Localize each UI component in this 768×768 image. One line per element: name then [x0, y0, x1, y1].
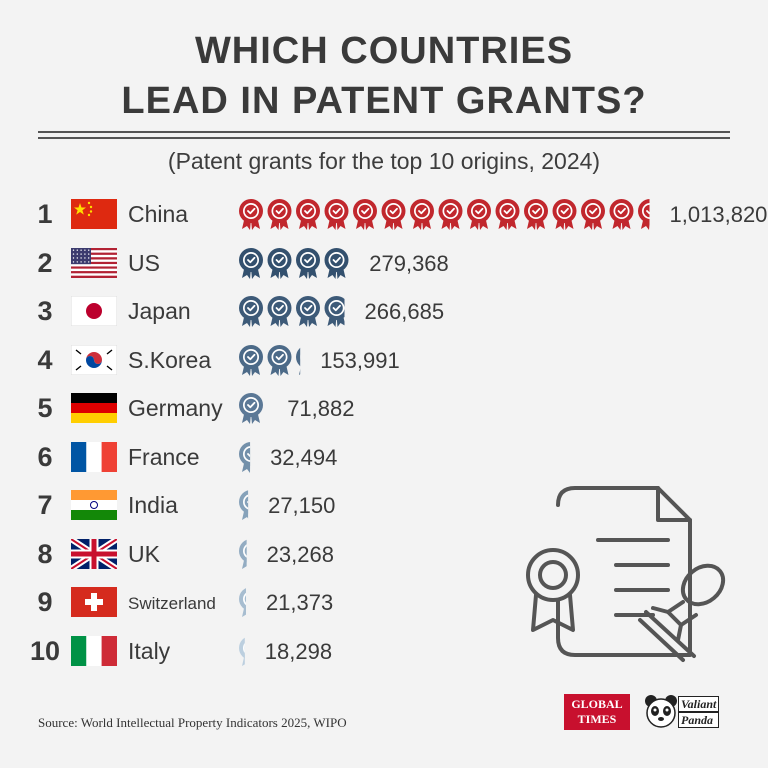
valiant-panda-logo-line-2: Panda: [678, 712, 720, 728]
page-title: WHICH COUNTRIES LEAD IN PATENT GRANTS?: [0, 26, 768, 126]
country-label: UK: [128, 540, 160, 567]
chart-row: 2 US 279,368: [0, 242, 768, 286]
award-ribbon-icon: [239, 393, 263, 424]
chart-row: 1 China: [0, 193, 768, 237]
award-ribbon-icon: [239, 344, 301, 376]
chart-row: 5 Germany 71,882: [0, 387, 768, 431]
flag-icon: [71, 199, 117, 229]
chart-row: 7 India 27,150: [0, 484, 768, 528]
country-label: Italy: [128, 637, 171, 664]
value-label: 21,373: [265, 590, 334, 615]
award-ribbon-icon: [239, 539, 247, 569]
country-label: India: [128, 492, 178, 518]
country-label: France: [128, 443, 200, 470]
value-label: 18,298: [264, 638, 333, 664]
title-divider-bottom: [38, 137, 730, 139]
award-ribbon-bar: [238, 636, 267, 668]
value-label: 27,150: [268, 493, 336, 518]
rank-label: 9: [37, 587, 53, 617]
award-ribbon-bar: [238, 490, 267, 522]
flag-icon: [71, 296, 117, 326]
subtitle: (Patent grants for the top 10 origins, 2…: [167, 148, 601, 174]
award-ribbon-bar: [238, 587, 267, 619]
flag-icon: [71, 393, 117, 423]
award-ribbon-icon: [239, 637, 245, 666]
valiant-panda-logo: Valiant Panda: [644, 694, 732, 730]
chart-row: 8 UK 23,268: [0, 533, 768, 577]
flag-icon: [71, 587, 117, 617]
rank-label: 8: [37, 538, 53, 569]
award-ribbon-icon: [239, 296, 345, 327]
rank-label: 3: [37, 296, 53, 326]
award-ribbon-bar: [238, 393, 295, 425]
award-ribbon-bar: [238, 199, 666, 231]
flag-icon: [71, 441, 117, 472]
award-ribbon-icon: [239, 490, 249, 520]
value-label: 32,494: [270, 444, 338, 470]
rank-label: 7: [37, 490, 53, 520]
title-line-2: LEAD IN PATENT GRANTS?: [121, 80, 647, 122]
title-divider-top: [38, 131, 730, 133]
source-note: Source: World Intellectual Property Indi…: [38, 715, 347, 730]
chart-row: 6 France 32,494: [0, 436, 768, 480]
global-times-logo-line-1: GLOBAL: [571, 697, 623, 711]
country-label: US: [128, 249, 160, 276]
award-ribbon-bar: [238, 539, 267, 571]
rank-label: 5: [37, 393, 53, 423]
value-label: 1,013,820: [669, 202, 768, 227]
award-ribbon-icon: [239, 441, 251, 473]
country-label: S.Korea: [128, 346, 212, 373]
valiant-panda-logo-line-1: Valiant: [678, 696, 720, 712]
patent-certificate-stamp-icon: [526, 486, 726, 662]
country-label: Japan: [128, 298, 191, 324]
flag-icon: [71, 344, 117, 375]
flag-icon: [71, 247, 117, 278]
global-times-logo-line-2: TIMES: [577, 712, 617, 726]
rank-label: 6: [37, 441, 53, 472]
chart-row: 3 Japan 266,685: [0, 290, 768, 334]
rank-label: 4: [37, 344, 53, 375]
rank-label: 2: [37, 247, 53, 278]
chart-row: 9 Switzerland 21,373: [0, 581, 768, 625]
country-label: Germany: [128, 395, 223, 421]
country-label: China: [128, 201, 189, 227]
country-label: Switzerland: [128, 594, 216, 613]
chart-row: 4 S.Korea 153,991: [0, 339, 768, 383]
value-label: 71,882: [287, 396, 355, 421]
flag-icon: [71, 635, 117, 666]
chart-row: 10 Italy 18,298: [0, 630, 768, 674]
award-ribbon-bar: [238, 344, 324, 377]
global-times-logo: GLOBAL TIMES: [564, 694, 630, 730]
value-label: 279,368: [369, 250, 449, 276]
flag-icon: [71, 538, 117, 569]
award-ribbon-bar: [238, 296, 352, 328]
value-label: 23,268: [266, 541, 334, 567]
title-line-1: WHICH COUNTRIES: [194, 30, 574, 72]
award-ribbon-icon: [239, 247, 349, 279]
award-ribbon-bar: [238, 441, 267, 474]
flag-icon: [71, 490, 117, 520]
award-ribbon-icon: [239, 588, 246, 617]
rank-label: 10: [29, 635, 61, 666]
award-ribbon-bar: [238, 247, 352, 280]
value-label: 266,685: [364, 299, 445, 324]
panda-icon: [645, 695, 677, 728]
award-ribbon-icon: [239, 199, 650, 230]
rank-label: 1: [37, 199, 53, 229]
value-label: 153,991: [320, 347, 400, 373]
